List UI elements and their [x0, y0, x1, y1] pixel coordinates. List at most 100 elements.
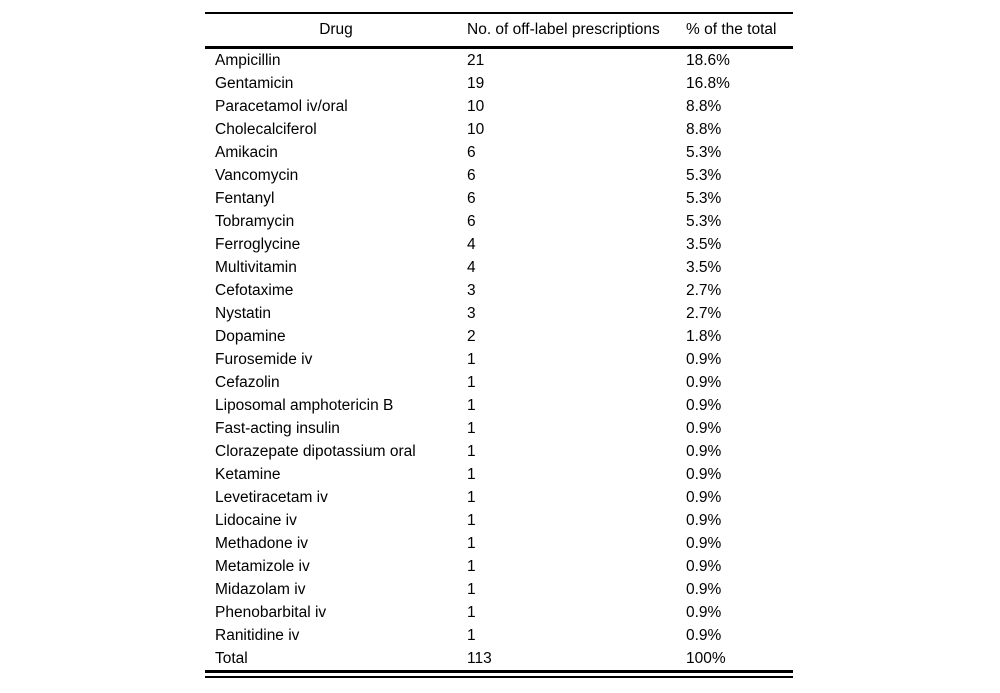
percent-cell: 3.5%	[686, 258, 722, 276]
drug-name-cell: Ampicillin	[215, 51, 281, 69]
table-row: Midazolam iv 1 0.9%	[205, 578, 793, 601]
drug-name-cell: Cefazolin	[215, 373, 280, 391]
percent-cell: 0.9%	[686, 534, 722, 552]
table-row: Methadone iv 1 0.9%	[205, 532, 793, 555]
count-cell: 19	[467, 74, 485, 92]
count-cell: 1	[467, 465, 476, 483]
drug-name-cell: Ranitidine iv	[215, 626, 300, 644]
table-row: Ampicillin 21 18.6%	[205, 48, 793, 73]
count-cell: 113	[467, 649, 492, 667]
drug-name-cell: Cholecalciferol	[215, 120, 317, 138]
count-cell: 1	[467, 626, 476, 644]
count-cell: 4	[467, 235, 476, 253]
drug-name-cell: Phenobarbital iv	[215, 603, 327, 621]
count-cell: 1	[467, 534, 476, 552]
percent-cell: 0.9%	[686, 488, 722, 506]
percent-cell: 100%	[686, 649, 726, 667]
percent-cell: 8.8%	[686, 97, 722, 115]
count-cell: 2	[467, 327, 476, 345]
table-row: Lidocaine iv 1 0.9%	[205, 509, 793, 532]
table-row: Paracetamol iv/oral 10 8.8%	[205, 95, 793, 118]
count-cell: 1	[467, 350, 476, 368]
drug-name-cell: Total	[215, 649, 248, 667]
table-row: Fentanyl 6 5.3%	[205, 187, 793, 210]
drug-name-cell: Paracetamol iv/oral	[215, 97, 348, 115]
count-cell: 1	[467, 603, 476, 621]
off-label-prescriptions-table: Drug No. of off-label prescriptions % of…	[205, 12, 793, 673]
table-row: Ranitidine iv 1 0.9%	[205, 624, 793, 647]
percent-cell: 5.3%	[686, 143, 722, 161]
count-cell: 10	[467, 120, 485, 138]
table-row: Gentamicin 19 16.8%	[205, 72, 793, 95]
total-row: Total 113 100%	[205, 647, 793, 672]
percent-cell: 8.8%	[686, 120, 722, 138]
table-row: Nystatin 3 2.7%	[205, 302, 793, 325]
table-row: Ketamine 1 0.9%	[205, 463, 793, 486]
table-row: Cefazolin 1 0.9%	[205, 371, 793, 394]
drug-name-cell: Gentamicin	[215, 74, 294, 92]
drug-name-cell: Liposomal amphotericin B	[215, 396, 394, 414]
drug-name-cell: Dopamine	[215, 327, 286, 345]
drug-name-cell: Fentanyl	[215, 189, 275, 207]
count-cell: 1	[467, 557, 476, 575]
percent-cell: 5.3%	[686, 166, 722, 184]
header-row: Drug No. of off-label prescriptions % of…	[205, 13, 793, 49]
count-cell: 1	[467, 373, 476, 391]
drug-name-cell: Metamizole iv	[215, 557, 310, 575]
drug-name-cell: Ketamine	[215, 465, 281, 483]
percent-cell: 5.3%	[686, 212, 722, 230]
count-cell: 3	[467, 281, 476, 299]
percent-cell: 0.9%	[686, 419, 722, 437]
percent-cell: 0.9%	[686, 442, 722, 460]
table-row: Multivitamin 4 3.5%	[205, 256, 793, 279]
table-row: Metamizole iv 1 0.9%	[205, 555, 793, 578]
percent-cell: 0.9%	[686, 603, 722, 621]
count-cell: 6	[467, 212, 476, 230]
count-cell: 3	[467, 304, 476, 322]
drug-name-cell: Nystatin	[215, 304, 271, 322]
drug-name-cell: Amikacin	[215, 143, 278, 161]
percent-cell: 0.9%	[686, 511, 722, 529]
count-cell: 1	[467, 396, 476, 414]
drug-name-cell: Fast-acting insulin	[215, 419, 340, 437]
table-row: Liposomal amphotericin B 1 0.9%	[205, 394, 793, 417]
table-row: Cholecalciferol 10 8.8%	[205, 118, 793, 141]
column-header-percent: % of the total	[686, 13, 793, 49]
table-row: Cefotaxime 3 2.7%	[205, 279, 793, 302]
table-row: Clorazepate dipotassium oral 1 0.9%	[205, 440, 793, 463]
percent-cell: 0.9%	[686, 626, 722, 644]
percent-cell: 2.7%	[686, 304, 722, 322]
percent-cell: 0.9%	[686, 580, 722, 598]
table-row: Amikacin 6 5.3%	[205, 141, 793, 164]
percent-cell: 0.9%	[686, 350, 722, 368]
percent-cell: 1.8%	[686, 327, 722, 345]
percent-cell: 0.9%	[686, 557, 722, 575]
count-cell: 4	[467, 258, 476, 276]
percent-cell: 2.7%	[686, 281, 722, 299]
drug-name-cell: Lidocaine iv	[215, 511, 297, 529]
count-cell: 1	[467, 419, 476, 437]
count-cell: 6	[467, 166, 476, 184]
percent-cell: 3.5%	[686, 235, 722, 253]
count-cell: 21	[467, 51, 485, 69]
table-row: Dopamine 2 1.8%	[205, 325, 793, 348]
prescriptions-table-container: Drug No. of off-label prescriptions % of…	[205, 12, 793, 678]
count-cell: 6	[467, 143, 476, 161]
count-cell: 6	[467, 189, 476, 207]
drug-name-cell: Midazolam iv	[215, 580, 306, 598]
table-body: Ampicillin 21 18.6% Gentamicin 19 16.8% Parace…	[205, 48, 793, 672]
table-row: Phenobarbital iv 1 0.9%	[205, 601, 793, 624]
percent-cell: 0.9%	[686, 396, 722, 414]
count-cell: 1	[467, 580, 476, 598]
table-row: Tobramycin 6 5.3%	[205, 210, 793, 233]
drug-name-cell: Levetiracetam iv	[215, 488, 328, 506]
table-row: Vancomycin 6 5.3%	[205, 164, 793, 187]
drug-name-cell: Clorazepate dipotassium oral	[215, 442, 416, 460]
drug-name-cell: Methadone iv	[215, 534, 309, 552]
count-cell: 10	[467, 97, 485, 115]
count-cell: 1	[467, 488, 476, 506]
percent-cell: 18.6%	[686, 51, 730, 69]
drug-name-cell: Furosemide iv	[215, 350, 313, 368]
percent-cell: 0.9%	[686, 465, 722, 483]
